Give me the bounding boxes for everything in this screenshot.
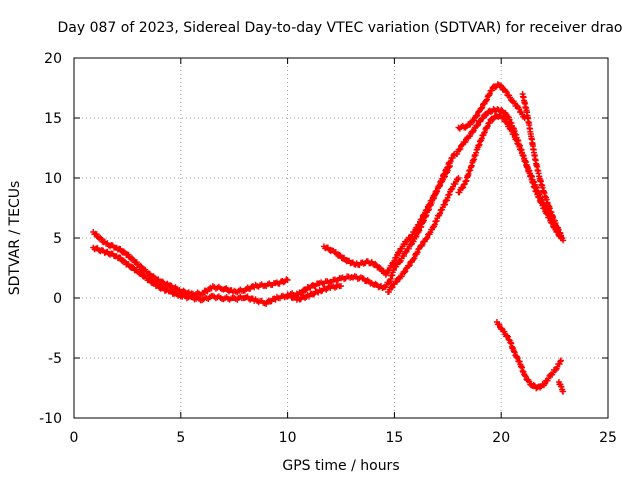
series-track-j bbox=[493, 319, 564, 392]
y-tick-label: 20 bbox=[44, 51, 62, 67]
y-tick-label: 15 bbox=[44, 111, 62, 127]
series-markers bbox=[455, 112, 564, 241]
x-tick-label: 15 bbox=[385, 430, 403, 446]
x-tick-label: 5 bbox=[176, 430, 185, 446]
series-markers bbox=[455, 81, 528, 132]
y-tick-label: 10 bbox=[44, 171, 62, 187]
series-markers bbox=[284, 151, 458, 299]
series-track-h bbox=[455, 112, 564, 241]
data-layer bbox=[90, 81, 567, 395]
series-track-c bbox=[284, 151, 458, 299]
series-markers bbox=[90, 244, 344, 307]
series-markers bbox=[555, 379, 567, 395]
series-markers bbox=[519, 91, 564, 239]
y-tick-label: -5 bbox=[48, 351, 62, 367]
y-tick-label: 0 bbox=[53, 291, 62, 307]
x-tick-label: 20 bbox=[492, 430, 510, 446]
y-axis-label: SDTVAR / TECUs bbox=[7, 181, 23, 296]
y-tick-label: -10 bbox=[39, 411, 62, 427]
chart-title: Day 087 of 2023, Sidereal Day-to-day VTE… bbox=[57, 20, 622, 36]
series-markers bbox=[385, 175, 462, 295]
series-track-f bbox=[455, 81, 528, 132]
series-track-e bbox=[385, 175, 462, 295]
series-markers bbox=[493, 319, 564, 392]
series-track-a bbox=[90, 229, 291, 299]
y-tick-label: 5 bbox=[53, 231, 62, 247]
tick-layer: 0 5 10 15 20 25 -10 -5 0 5 10 15 20 bbox=[39, 51, 617, 446]
series-track-k bbox=[555, 379, 567, 395]
x-axis-label: GPS time / hours bbox=[282, 458, 399, 474]
x-tick-label: 0 bbox=[70, 430, 79, 446]
series-markers bbox=[320, 163, 453, 278]
x-tick-label: 10 bbox=[279, 430, 297, 446]
series-track-i bbox=[519, 91, 564, 239]
series-track-d bbox=[320, 163, 453, 278]
series-markers bbox=[90, 229, 291, 299]
x-tick-label: 25 bbox=[599, 430, 617, 446]
series-track-b bbox=[90, 244, 344, 307]
